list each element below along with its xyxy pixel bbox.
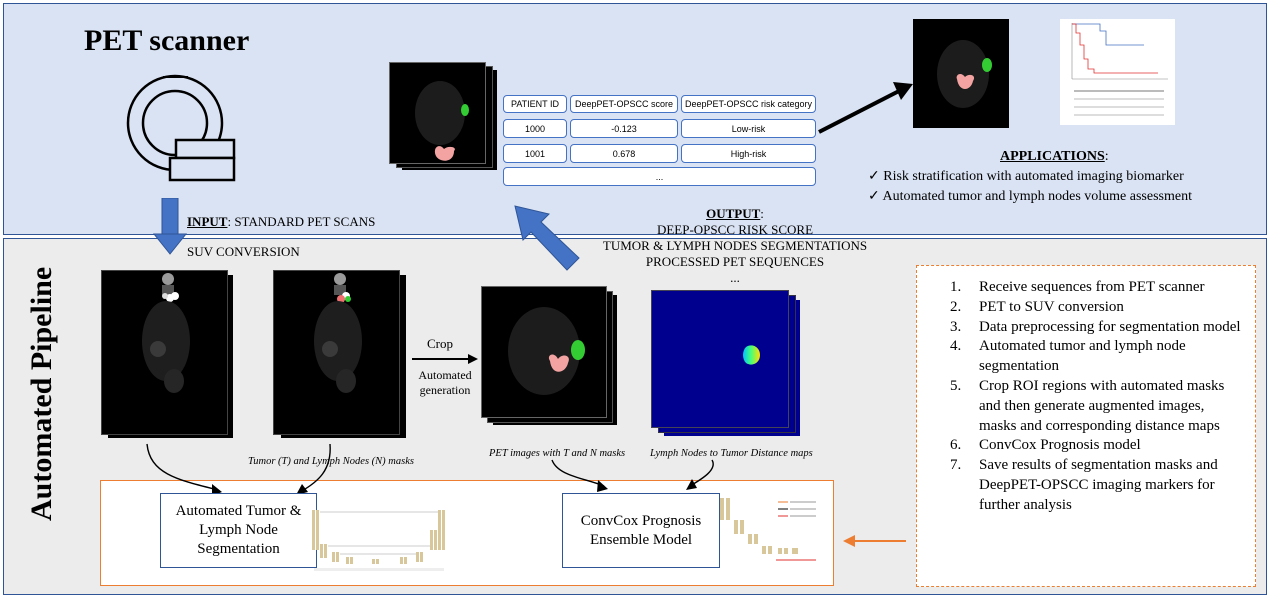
table-ellipsis-row: ... [503,167,816,186]
segmentation-model-box: Automated Tumor & Lymph Node Segmentatio… [160,493,317,568]
unet-architecture-diagram [312,510,445,571]
output-line: PROCESSED PET SEQUENCES [645,254,825,269]
application-item: ✓ Risk stratification with automated ima… [868,169,1184,184]
applications-heading: APPLICATIONS: [1000,149,1109,164]
distance-map-image [651,290,789,428]
pipeline-step: ConvCox Prognosis model [965,436,1245,456]
crop-arrow [412,354,478,364]
pipeline-step: Save results of segmentation masks and D… [965,456,1245,515]
pet-image-top [389,62,486,164]
pipeline-steps-box: Receive sequences from PET scanner PET t… [916,265,1256,587]
pipeline-step: Crop ROI regions with automated masks an… [965,377,1245,436]
prognosis-model-box: ConvCox Prognosis Ensemble Model [562,493,720,568]
pet-scanner-icon [126,74,236,182]
output-arrow [514,205,580,271]
caption-pet-images: PET images with T and N masks [489,448,626,459]
table-cell-score: 0.678 [570,144,678,163]
table-header-patient-id: PATIENT ID [503,95,567,113]
table-header-risk-category: DeepPET-OPSCC risk category [681,95,816,113]
table-header-score: DeepPET-OPSCC score [570,95,678,113]
output-block: OUTPUT: DEEP-OPSCC RISK SCORE TUMOR & LY… [585,206,885,286]
suv-conversion-label: SUV CONVERSION [187,244,300,259]
automated-generation-label: Automated generation [418,368,472,397]
application-pet-image [913,19,1009,128]
caption-distance-maps: Lymph Nodes to Tumor Distance maps [650,448,813,459]
output-line: ... [730,270,740,285]
table-cell-id: 1000 [503,119,567,138]
convcox-architecture-diagram [720,498,816,561]
input-label: INPUT: STANDARD PET SCANS [187,214,376,229]
caption-masks: Tumor (T) and Lymph Nodes (N) masks [248,456,414,467]
check-icon: ✓ [868,189,880,204]
table-cell-id: 1001 [503,144,567,163]
table-cell-score: -0.123 [570,119,678,138]
whole-body-mask-image [273,270,400,435]
output-line: TUMOR & LYMPH NODES SEGMENTATIONS [602,238,868,253]
whole-body-pet-image [101,270,228,435]
km-survival-plot [1060,19,1175,125]
pipeline-step: Automated tumor and lymph node segmentat… [965,337,1245,377]
pipeline-step: Receive sequences from PET scanner [965,278,1245,298]
pet-scanner-title: PET scanner [84,24,250,57]
check-icon: ✓ [868,169,880,184]
pipeline-step: Data preprocessing for segmentation mode… [965,318,1245,338]
applications-arrow [818,82,913,134]
pet-crop-image [481,286,607,418]
output-line: DEEP-OPSCC RISK SCORE [656,222,814,237]
table-cell-risk: Low-risk [681,119,816,138]
pipeline-step: PET to SUV conversion [965,298,1245,318]
crop-label: Crop [427,336,453,351]
input-arrow [152,198,188,255]
table-cell-risk: High-risk [681,144,816,163]
application-item: ✓ Automated tumor and lymph nodes volume… [868,189,1192,204]
